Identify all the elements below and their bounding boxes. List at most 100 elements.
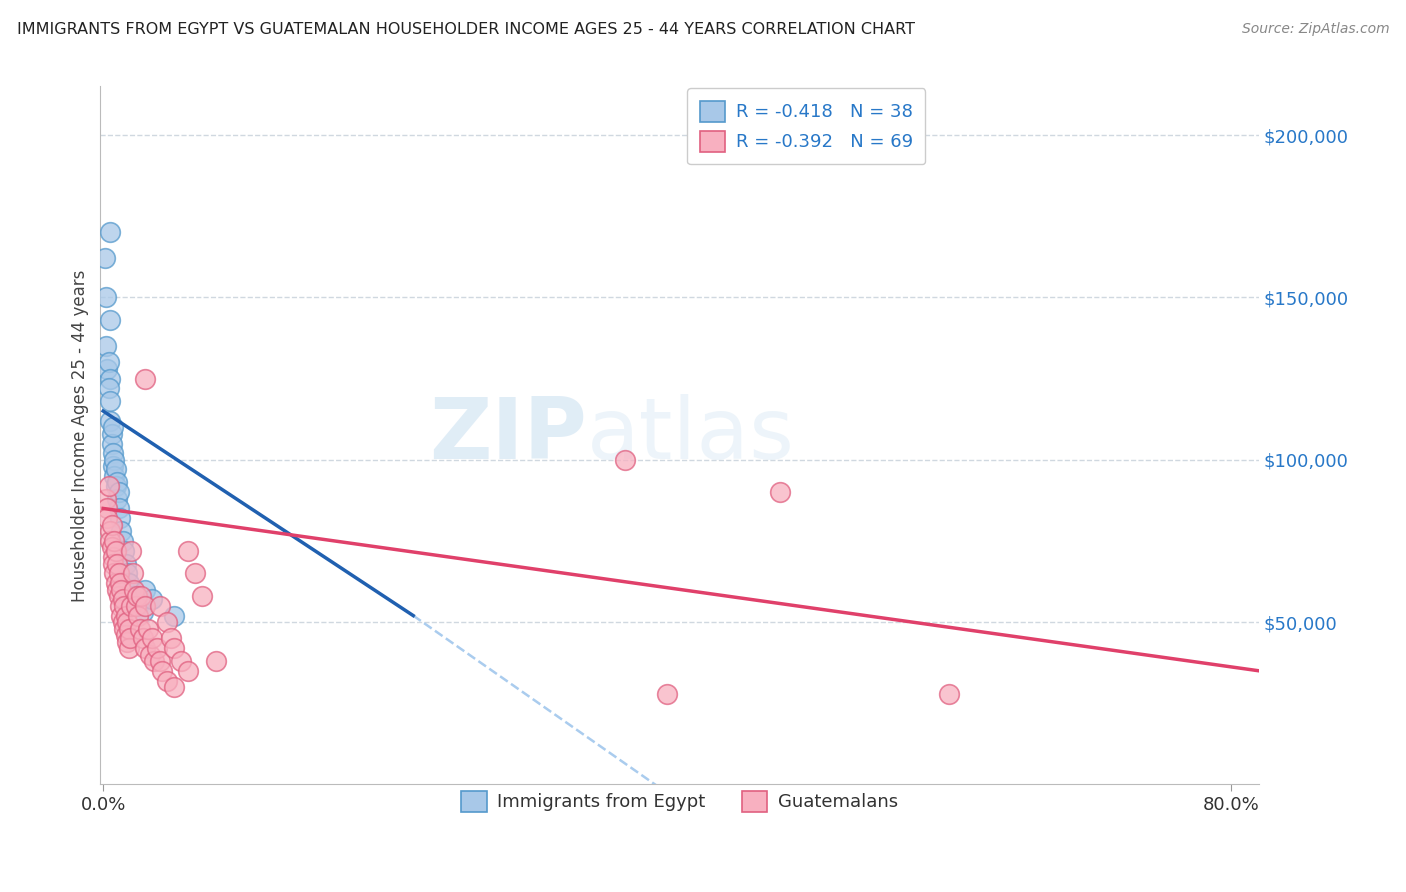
- Point: [134, 371, 156, 385]
- Point: [142, 654, 165, 668]
- Point: [100, 541, 122, 555]
- Point: [938, 686, 960, 700]
- Point: [170, 654, 193, 668]
- Point: [111, 533, 134, 548]
- Point: [134, 599, 156, 613]
- Point: [122, 589, 145, 603]
- Point: [110, 608, 132, 623]
- Point: [108, 576, 131, 591]
- Point: [101, 550, 124, 565]
- Point: [162, 641, 184, 656]
- Point: [98, 226, 121, 240]
- Point: [128, 622, 150, 636]
- Point: [100, 517, 122, 532]
- Point: [94, 339, 117, 353]
- Point: [191, 589, 214, 603]
- Point: [112, 622, 135, 636]
- Point: [112, 543, 135, 558]
- Point: [101, 459, 124, 474]
- Point: [117, 576, 139, 591]
- Text: IMMIGRANTS FROM EGYPT VS GUATEMALAN HOUSEHOLDER INCOME AGES 25 - 44 YEARS CORREL: IMMIGRANTS FROM EGYPT VS GUATEMALAN HOUS…: [17, 22, 915, 37]
- Point: [110, 524, 132, 538]
- Point: [162, 608, 184, 623]
- Point: [148, 599, 170, 613]
- Point: [138, 648, 160, 662]
- Point: [107, 485, 129, 500]
- Point: [117, 622, 139, 636]
- Point: [114, 557, 136, 571]
- Point: [114, 628, 136, 642]
- Point: [98, 414, 121, 428]
- Point: [122, 582, 145, 597]
- Point: [107, 566, 129, 581]
- Point: [655, 686, 678, 700]
- Point: [131, 632, 153, 646]
- Point: [104, 462, 127, 476]
- Point: [107, 501, 129, 516]
- Point: [97, 479, 120, 493]
- Point: [127, 599, 149, 613]
- Point: [111, 592, 134, 607]
- Point: [103, 533, 125, 548]
- Point: [141, 592, 163, 607]
- Point: [134, 641, 156, 656]
- Point: [148, 654, 170, 668]
- Point: [101, 420, 124, 434]
- Point: [184, 566, 207, 581]
- Point: [101, 557, 124, 571]
- Point: [110, 582, 132, 597]
- Point: [98, 394, 121, 409]
- Point: [177, 543, 200, 558]
- Point: [121, 566, 143, 581]
- Point: [177, 664, 200, 678]
- Point: [155, 615, 177, 629]
- Point: [104, 576, 127, 591]
- Point: [100, 436, 122, 450]
- Point: [104, 543, 127, 558]
- Point: [101, 446, 124, 460]
- Point: [108, 511, 131, 525]
- Point: [117, 641, 139, 656]
- Text: ZIP: ZIP: [429, 394, 586, 477]
- Point: [120, 543, 142, 558]
- Point: [104, 479, 127, 493]
- Point: [98, 533, 121, 548]
- Point: [118, 632, 141, 646]
- Point: [120, 582, 142, 597]
- Point: [136, 622, 159, 636]
- Point: [97, 381, 120, 395]
- Point: [103, 452, 125, 467]
- Point: [105, 491, 128, 506]
- Point: [94, 290, 117, 304]
- Point: [124, 599, 146, 613]
- Point: [115, 615, 138, 629]
- Point: [105, 475, 128, 490]
- Point: [155, 673, 177, 688]
- Point: [105, 557, 128, 571]
- Point: [769, 485, 792, 500]
- Point: [98, 371, 121, 385]
- Point: [105, 582, 128, 597]
- Point: [103, 566, 125, 581]
- Point: [100, 426, 122, 441]
- Point: [162, 680, 184, 694]
- Point: [115, 566, 138, 581]
- Y-axis label: Householder Income Ages 25 - 44 years: Householder Income Ages 25 - 44 years: [72, 269, 89, 601]
- Point: [115, 634, 138, 648]
- Point: [98, 524, 121, 538]
- Point: [129, 589, 152, 603]
- Point: [112, 599, 135, 613]
- Text: Source: ZipAtlas.com: Source: ZipAtlas.com: [1241, 22, 1389, 37]
- Point: [107, 589, 129, 603]
- Point: [125, 589, 148, 603]
- Text: atlas: atlas: [586, 394, 794, 477]
- Point: [96, 501, 118, 516]
- Point: [114, 608, 136, 623]
- Point: [96, 361, 118, 376]
- Point: [94, 491, 117, 506]
- Point: [141, 632, 163, 646]
- Legend: Immigrants from Egypt, Guatemalans: Immigrants from Egypt, Guatemalans: [449, 778, 911, 824]
- Point: [103, 469, 125, 483]
- Point: [120, 599, 142, 613]
- Point: [98, 313, 121, 327]
